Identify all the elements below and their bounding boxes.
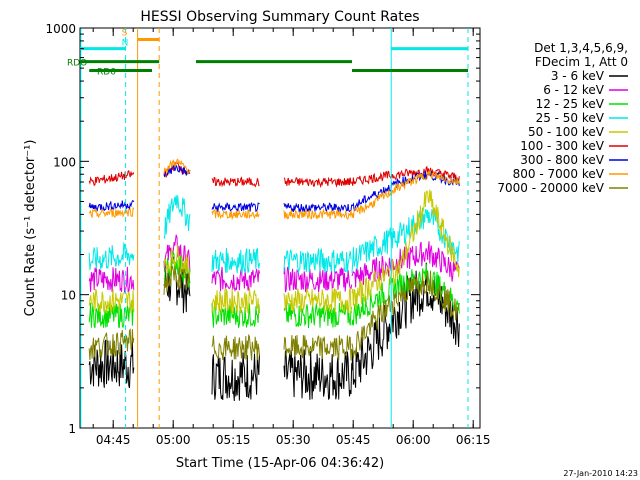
legend-label-9: 7000 - 20000 keV (497, 181, 604, 195)
x-tick-label-3: 05:15 (216, 433, 251, 447)
x-axis-label: Start Time (15-Apr-06 04:36:42) (176, 456, 384, 471)
flag-layer: RDO RD6 SN (67, 28, 469, 428)
series-line-8-seg-1 (88, 206, 135, 219)
legend-label-2: 6 - 12 keV (543, 83, 605, 97)
series-line-1-seg-2 (163, 254, 191, 314)
series-line-2-seg-4 (283, 266, 353, 293)
legend-label-3: 12 - 25 keV (536, 97, 605, 111)
data-layer (88, 158, 460, 402)
series-line-4-seg-4 (283, 248, 352, 274)
x-tick-label-5: 05:45 (336, 433, 371, 447)
series-line-1-seg-4 (283, 349, 353, 400)
series-line-2-seg-1 (88, 266, 135, 293)
series-line-9-seg-4 (283, 335, 353, 361)
series-line-9-seg-5 (351, 270, 460, 359)
series-line-9-seg-3 (211, 333, 260, 361)
series-line-5-seg-1 (88, 288, 135, 314)
series-line-3-seg-3 (211, 303, 260, 328)
series-line-8-seg-5 (351, 169, 460, 218)
legend-label-7: 300 - 800 keV (520, 153, 604, 167)
flag-label-n: N (122, 38, 129, 48)
legend-label-5: 50 - 100 keV (528, 125, 605, 139)
legend-header-1: Det 1,3,4,5,6,9, (534, 41, 628, 55)
x-tick-label-7: 06:15 (456, 433, 491, 447)
footer-date: 27-Jan-2010 14:23 (563, 469, 638, 478)
series-line-1-seg-3 (211, 352, 260, 402)
series-line-6-seg-1 (88, 170, 135, 187)
series-8 (88, 158, 460, 221)
legend-label-8: 800 - 7000 keV (513, 167, 605, 181)
x-tick-label-2: 05:00 (156, 433, 191, 447)
legend-label-1: 3 - 6 keV (551, 69, 605, 83)
series-line-2-seg-3 (211, 266, 260, 293)
series-line-4-seg-1 (88, 241, 135, 270)
series-line-9-seg-2 (163, 265, 191, 295)
legend-label-6: 100 - 300 keV (520, 139, 604, 153)
y-tick-label-4: 1000 (45, 22, 76, 36)
series-line-3-seg-4 (283, 302, 353, 329)
series-line-4-seg-3 (211, 247, 260, 274)
x-tick-label-4: 05:30 (276, 433, 311, 447)
x-tick-label-1: 04:45 (96, 433, 131, 447)
series-line-7-seg-2 (163, 163, 191, 178)
y-tick-label-1: 1 (68, 422, 76, 436)
y-tick-label-2: 10 (61, 289, 76, 303)
legend-header-2: FDecim 1, Att 0 (535, 55, 628, 69)
series-line-8-seg-2 (163, 158, 191, 175)
series-5 (88, 189, 460, 314)
series-line-4-seg-2 (163, 195, 191, 240)
series-9 (88, 265, 460, 361)
series-line-7-seg-4 (283, 202, 353, 214)
series-line-8-seg-3 (211, 208, 260, 221)
flag-label-rdo: RDO (67, 59, 87, 69)
axes-layer: 04:45 05:00 05:15 05:30 05:45 06:00 06:15 1 10 10… (45, 22, 490, 447)
flag-label-rd6: RD6 (97, 68, 116, 78)
series-line-5-seg-4 (283, 288, 353, 314)
y-axis-label: Count Rate (s⁻¹ detector⁻¹) (23, 140, 38, 317)
x-tick-label-6: 06:00 (396, 433, 431, 447)
series-line-8-seg-4 (283, 208, 353, 220)
series-7 (88, 163, 460, 214)
series-line-7-seg-3 (211, 201, 260, 213)
series-line-1-seg-1 (88, 339, 135, 389)
series-line-5-seg-2 (163, 245, 191, 278)
series-line-4-seg-5 (351, 207, 460, 273)
series-line-6-seg-4 (283, 176, 352, 189)
y-tick-label-3: 100 (53, 155, 76, 169)
legend-label-4: 25 - 50 keV (536, 111, 605, 125)
flag-label-s: S (122, 28, 128, 38)
legend: Det 1,3,4,5,6,9,FDecim 1, Att 03 - 6 keV… (497, 41, 628, 195)
series-line-5-seg-3 (211, 288, 260, 314)
series-line-6-seg-3 (211, 176, 260, 188)
series-line-5-seg-5 (351, 189, 460, 310)
plot-frame (79, 27, 481, 429)
series-line-9-seg-1 (88, 328, 135, 361)
series-line-7-seg-5 (351, 170, 460, 212)
chart-title: HESSI Observing Summary Count Rates (140, 9, 419, 25)
